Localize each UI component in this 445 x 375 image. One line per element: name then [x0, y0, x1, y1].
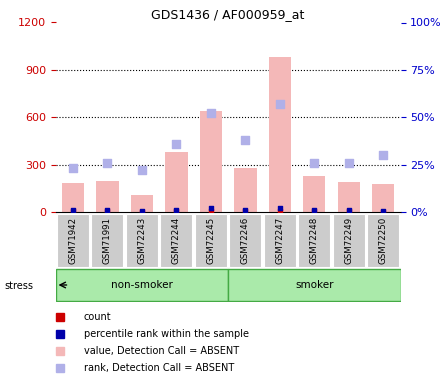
Bar [96, 181, 118, 212]
Point [138, 209, 146, 214]
Point [207, 110, 214, 116]
Point [138, 167, 146, 173]
Point [104, 209, 111, 214]
Text: smoker: smoker [295, 280, 334, 290]
Text: GSM71991: GSM71991 [103, 216, 112, 264]
Point [345, 209, 352, 214]
Text: non-smoker: non-smoker [111, 280, 173, 290]
Point [242, 209, 249, 214]
Bar [372, 184, 394, 212]
Text: GSM71942: GSM71942 [69, 216, 77, 264]
Title: GDS1436 / AF000959_at: GDS1436 / AF000959_at [151, 8, 305, 21]
Point [345, 207, 352, 213]
Text: percentile rank within the sample: percentile rank within the sample [84, 328, 249, 339]
Bar [200, 111, 222, 212]
Point [207, 206, 214, 212]
Text: GSM72246: GSM72246 [241, 216, 250, 264]
Point [380, 208, 387, 214]
Point [69, 209, 77, 214]
Bar [131, 195, 153, 212]
Bar [299, 214, 330, 267]
Point [242, 137, 249, 143]
Point [104, 207, 111, 213]
Point [138, 208, 146, 214]
Bar [195, 214, 227, 267]
Bar [126, 214, 158, 267]
Text: GSM72247: GSM72247 [275, 216, 284, 264]
Text: GSM72248: GSM72248 [310, 216, 319, 264]
Bar [62, 183, 84, 212]
Point [207, 208, 214, 214]
Bar [161, 214, 192, 267]
Text: GSM72250: GSM72250 [379, 216, 388, 264]
Point [276, 208, 283, 214]
Point [380, 152, 387, 158]
Point [242, 207, 249, 213]
Point [69, 207, 77, 213]
Bar [92, 214, 123, 267]
Bar [228, 270, 400, 300]
Point [345, 160, 352, 166]
Bar [57, 214, 89, 267]
Bar [165, 152, 187, 212]
Bar [269, 57, 291, 212]
Point [311, 209, 318, 214]
Bar [338, 182, 360, 212]
Point [311, 207, 318, 213]
Point [311, 160, 318, 166]
Point [69, 165, 77, 171]
Bar [230, 214, 261, 267]
Text: stress: stress [4, 281, 33, 291]
Bar [56, 270, 228, 300]
Point [104, 160, 111, 166]
Text: GSM72244: GSM72244 [172, 216, 181, 264]
Bar [264, 214, 295, 267]
Text: count: count [84, 312, 111, 322]
Text: GSM72249: GSM72249 [344, 216, 353, 264]
Bar [234, 168, 256, 212]
Point [276, 205, 283, 211]
Point [173, 207, 180, 213]
Text: rank, Detection Call = ABSENT: rank, Detection Call = ABSENT [84, 363, 234, 373]
Point [380, 209, 387, 214]
Bar [368, 214, 399, 267]
Point [173, 141, 180, 147]
Text: GSM72245: GSM72245 [206, 216, 215, 264]
Bar [303, 176, 325, 212]
Text: GSM72243: GSM72243 [138, 216, 146, 264]
Text: value, Detection Call = ABSENT: value, Detection Call = ABSENT [84, 346, 239, 356]
Point [276, 101, 283, 107]
Bar [333, 214, 364, 267]
Point [173, 208, 180, 214]
